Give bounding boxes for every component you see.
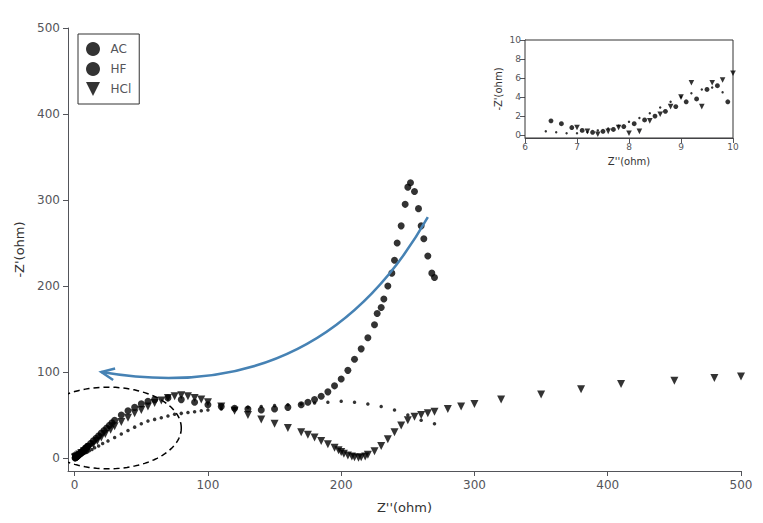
svg-text:-Z'(ohm): -Z'(ohm) xyxy=(12,221,27,277)
svg-text:400: 400 xyxy=(596,478,619,492)
svg-text:0: 0 xyxy=(71,478,79,492)
svg-text:8: 8 xyxy=(515,54,521,64)
svg-text:300: 300 xyxy=(37,193,60,207)
svg-text:HCl: HCl xyxy=(111,82,132,96)
svg-text:9: 9 xyxy=(678,142,684,152)
svg-text:200: 200 xyxy=(37,279,60,293)
svg-text:6: 6 xyxy=(522,142,528,152)
svg-text:-Z'(ohm): -Z'(ohm) xyxy=(493,67,504,110)
svg-text:HF: HF xyxy=(111,62,127,76)
svg-text:10: 10 xyxy=(727,142,739,152)
svg-text:200: 200 xyxy=(330,478,353,492)
svg-text:Z''(ohm): Z''(ohm) xyxy=(608,156,650,167)
svg-text:2: 2 xyxy=(515,111,521,121)
svg-text:100: 100 xyxy=(196,478,219,492)
svg-text:100: 100 xyxy=(37,365,60,379)
svg-text:4: 4 xyxy=(515,92,521,102)
svg-text:8: 8 xyxy=(626,142,632,152)
svg-text:0: 0 xyxy=(52,451,60,465)
svg-text:400: 400 xyxy=(37,107,60,121)
svg-text:7: 7 xyxy=(574,142,580,152)
svg-text:Z''(ohm): Z''(ohm) xyxy=(377,500,432,515)
svg-text:500: 500 xyxy=(730,478,753,492)
svg-text:AC: AC xyxy=(111,42,127,56)
svg-text:6: 6 xyxy=(515,73,521,83)
svg-text:500: 500 xyxy=(37,21,60,35)
svg-text:10: 10 xyxy=(510,35,522,45)
svg-text:0: 0 xyxy=(515,130,521,140)
svg-text:300: 300 xyxy=(463,478,486,492)
